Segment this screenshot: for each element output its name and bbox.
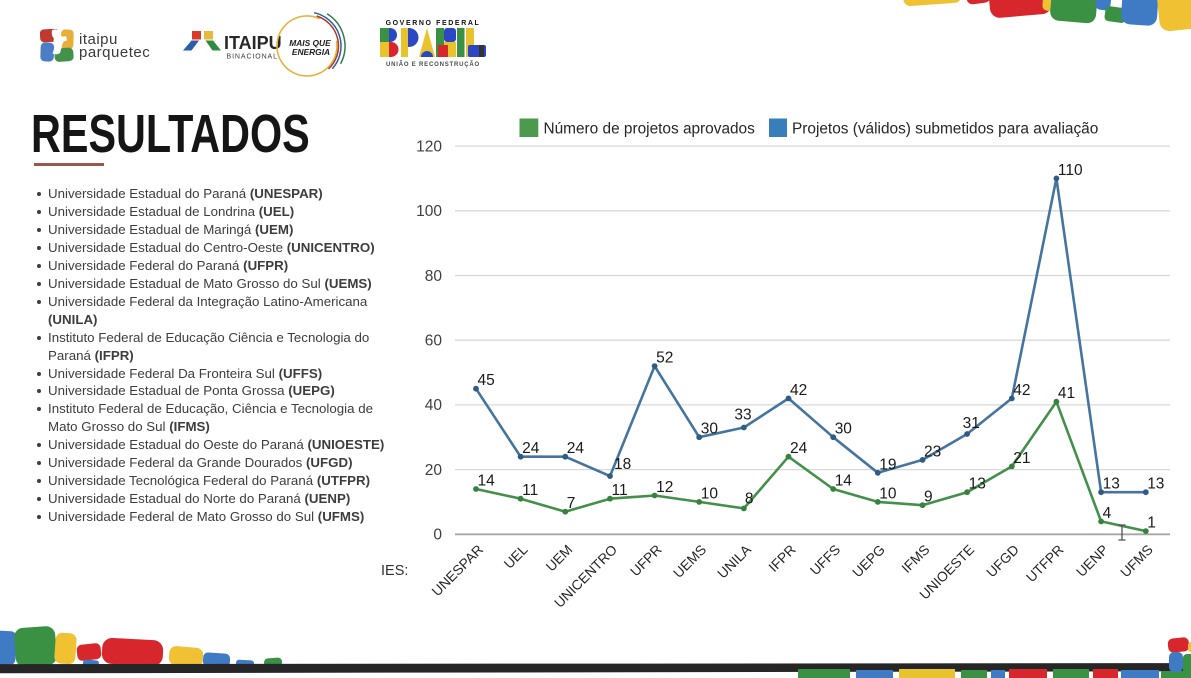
svg-text:UFPR: UFPR xyxy=(628,542,665,579)
svg-text:41: 41 xyxy=(1058,385,1075,402)
svg-text:IFPR: IFPR xyxy=(766,542,799,575)
svg-text:24: 24 xyxy=(522,440,540,457)
svg-text:10: 10 xyxy=(701,485,719,502)
svg-text:30: 30 xyxy=(835,421,853,438)
svg-text:UFMS: UFMS xyxy=(1118,542,1156,580)
svg-text:UNIÃO E RECONSTRUÇÃO: UNIÃO E RECONSTRUÇÃO xyxy=(386,61,480,68)
svg-text:45: 45 xyxy=(478,372,495,389)
svg-text:ITAIPU: ITAIPU xyxy=(224,33,282,53)
svg-text:30: 30 xyxy=(701,421,719,438)
svg-text:1: 1 xyxy=(1147,515,1156,532)
svg-text:60: 60 xyxy=(425,333,443,350)
svg-text:UTFPR: UTFPR xyxy=(1023,542,1066,585)
svg-text:UFGD: UFGD xyxy=(984,542,1022,580)
svg-text:42: 42 xyxy=(1013,382,1030,399)
svg-text:20: 20 xyxy=(425,462,443,479)
svg-text:UEL: UEL xyxy=(501,542,531,572)
svg-text:UNILA: UNILA xyxy=(715,541,755,581)
svg-text:ENERGIA: ENERGIA xyxy=(292,47,330,57)
svg-text:UFFS: UFFS xyxy=(807,542,843,578)
svg-text:11: 11 xyxy=(522,482,538,499)
svg-text:120: 120 xyxy=(416,138,442,155)
svg-text:8: 8 xyxy=(745,490,754,507)
svg-text:IFMS: IFMS xyxy=(899,542,933,576)
svg-text:13: 13 xyxy=(1103,476,1120,493)
svg-text:UENP: UENP xyxy=(1074,542,1112,580)
svg-text:BINACIONAL: BINACIONAL xyxy=(227,54,278,61)
svg-text:14: 14 xyxy=(835,473,853,490)
svg-text:GOVERNO FEDERAL: GOVERNO FEDERAL xyxy=(386,20,481,27)
svg-text:UNESPAR: UNESPAR xyxy=(429,542,486,599)
svg-text:33: 33 xyxy=(734,407,751,424)
svg-text:4: 4 xyxy=(1103,505,1112,522)
svg-text:Número de projetos aprovados: Número de projetos aprovados xyxy=(544,121,756,138)
svg-text:MAIS QUE: MAIS QUE xyxy=(289,38,331,48)
svg-text:24: 24 xyxy=(790,440,808,457)
svg-text:40: 40 xyxy=(425,397,443,414)
svg-text:19: 19 xyxy=(879,456,896,473)
svg-text:UEMS: UEMS xyxy=(671,542,710,581)
svg-text:100: 100 xyxy=(416,203,442,220)
svg-text:12: 12 xyxy=(656,479,673,496)
svg-text:10: 10 xyxy=(879,485,897,502)
svg-text:52: 52 xyxy=(656,350,673,367)
svg-text:24: 24 xyxy=(567,440,585,457)
svg-text:IES:: IES: xyxy=(381,563,408,579)
svg-text:14: 14 xyxy=(478,473,496,490)
svg-text:18: 18 xyxy=(614,456,631,473)
svg-text:0: 0 xyxy=(433,527,442,544)
svg-text:7: 7 xyxy=(567,495,576,512)
svg-text:80: 80 xyxy=(425,268,443,285)
svg-text:110: 110 xyxy=(1058,162,1083,179)
svg-text:13: 13 xyxy=(969,476,986,493)
svg-text:9: 9 xyxy=(924,489,933,506)
svg-text:UEPG: UEPG xyxy=(850,542,888,580)
svg-text:31: 31 xyxy=(963,415,980,432)
svg-text:23: 23 xyxy=(924,443,941,460)
svg-text:11: 11 xyxy=(612,482,628,499)
svg-text:UEM: UEM xyxy=(543,542,575,574)
svg-text:Projetos (válidos) submetidos: Projetos (válidos) submetidos para avali… xyxy=(792,121,1098,138)
svg-text:13: 13 xyxy=(1147,476,1164,493)
svg-text:21: 21 xyxy=(1013,450,1030,467)
svg-text:42: 42 xyxy=(790,382,807,399)
